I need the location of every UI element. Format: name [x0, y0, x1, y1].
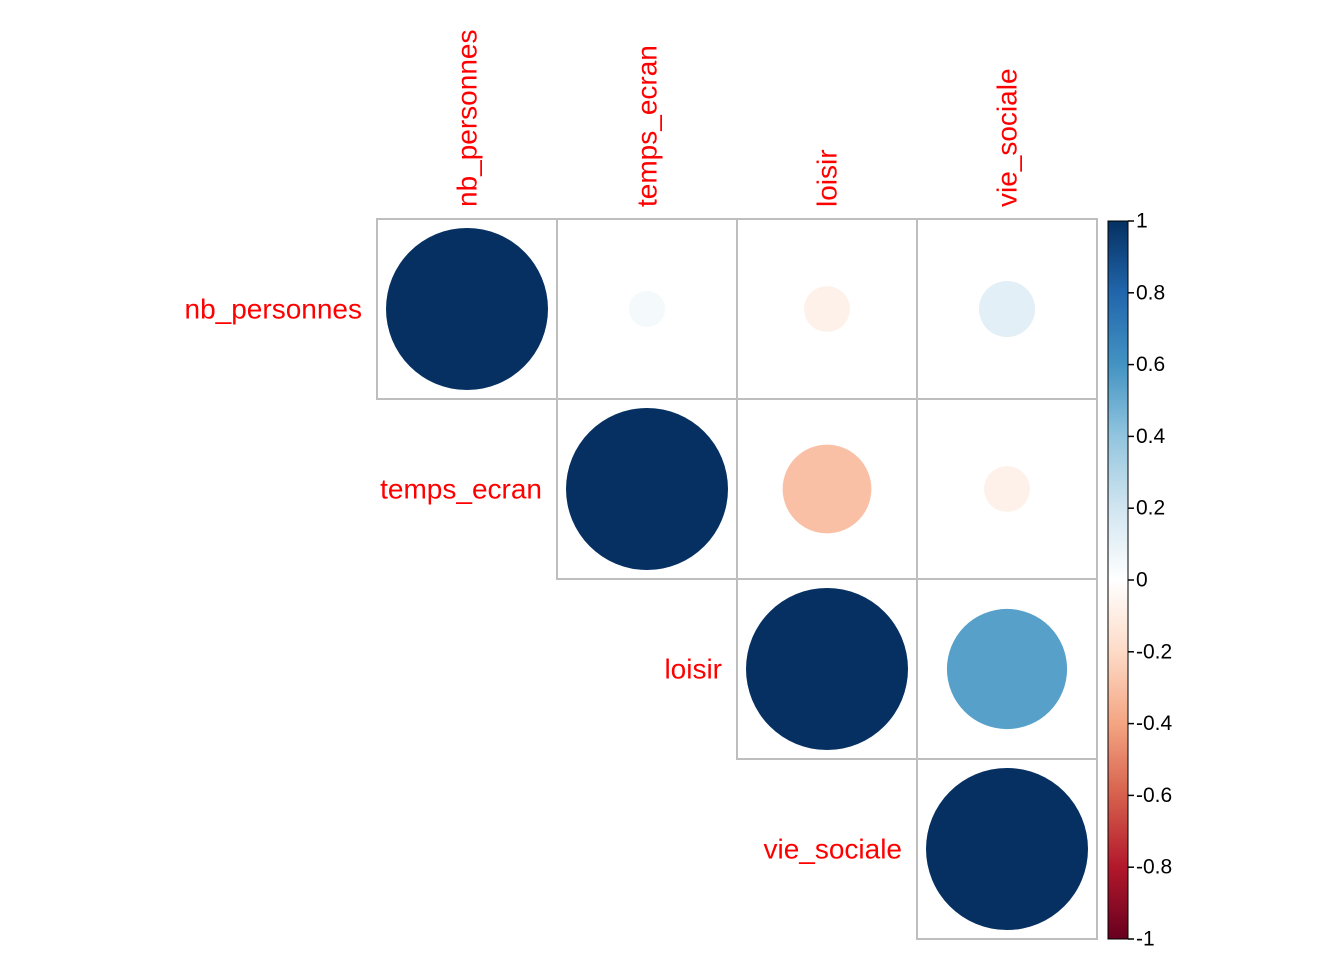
column-label-loisir: loisir — [812, 149, 843, 207]
corr-circle-vie-sociale-vie-sociale — [926, 768, 1088, 930]
colorbar-tick-label: 0.2 — [1136, 497, 1165, 520]
column-label-nb-personnes: nb_personnes — [452, 30, 483, 207]
row-label-nb-personnes: nb_personnes — [185, 294, 362, 325]
colorbar-tick-label: -1 — [1136, 928, 1155, 951]
colorbar: 1 0.8 0.6 0.4 0.2 0 -0.2 -0.4 -0.6 -0.8 -1 — [1107, 210, 1173, 951]
column-label-temps-ecran: temps_ecran — [632, 45, 663, 207]
corr-circle-loisir-loisir — [746, 588, 908, 750]
colorbar-tick-label: 0.8 — [1136, 281, 1165, 304]
corr-circle-nb-personnes-loisir — [804, 286, 850, 332]
corr-circle-nb-personnes-temps-ecran — [628, 290, 666, 328]
corr-circle-nb-personnes-nb-personnes — [386, 228, 548, 390]
grid-cell-vie-sociale-vie-sociale — [916, 758, 1098, 940]
colorbar-tick-label: 0 — [1136, 569, 1148, 592]
colorbar-tick-label: 1 — [1136, 210, 1148, 233]
colorbar-tick-label: 0.6 — [1136, 353, 1165, 376]
colorbar-tick-label: 0.4 — [1136, 425, 1166, 448]
colorbar-gradient — [1108, 221, 1128, 939]
colorbar-tick-label: -0.6 — [1136, 784, 1172, 807]
row-label-loisir: loisir — [664, 654, 722, 685]
corr-circle-temps-ecran-temps-ecran — [566, 408, 728, 570]
corr-circle-temps-ecran-loisir — [782, 444, 872, 534]
row-label-temps-ecran: temps_ecran — [380, 474, 542, 505]
colorbar-tick-label: -0.4 — [1136, 712, 1173, 735]
column-label-vie-sociale: vie_sociale — [992, 68, 1023, 207]
colorbar-tick-label: -0.2 — [1136, 640, 1172, 663]
row-label-vie-sociale: vie_sociale — [763, 834, 902, 865]
circle-layer — [386, 228, 1088, 930]
corr-circle-loisir-vie-sociale — [946, 608, 1068, 730]
corr-circle-temps-ecran-vie-sociale — [984, 466, 1030, 512]
corr-circle-nb-personnes-vie-sociale — [978, 280, 1036, 338]
grid-layer — [376, 218, 1098, 940]
colorbar-tick-label: -0.8 — [1136, 856, 1172, 879]
